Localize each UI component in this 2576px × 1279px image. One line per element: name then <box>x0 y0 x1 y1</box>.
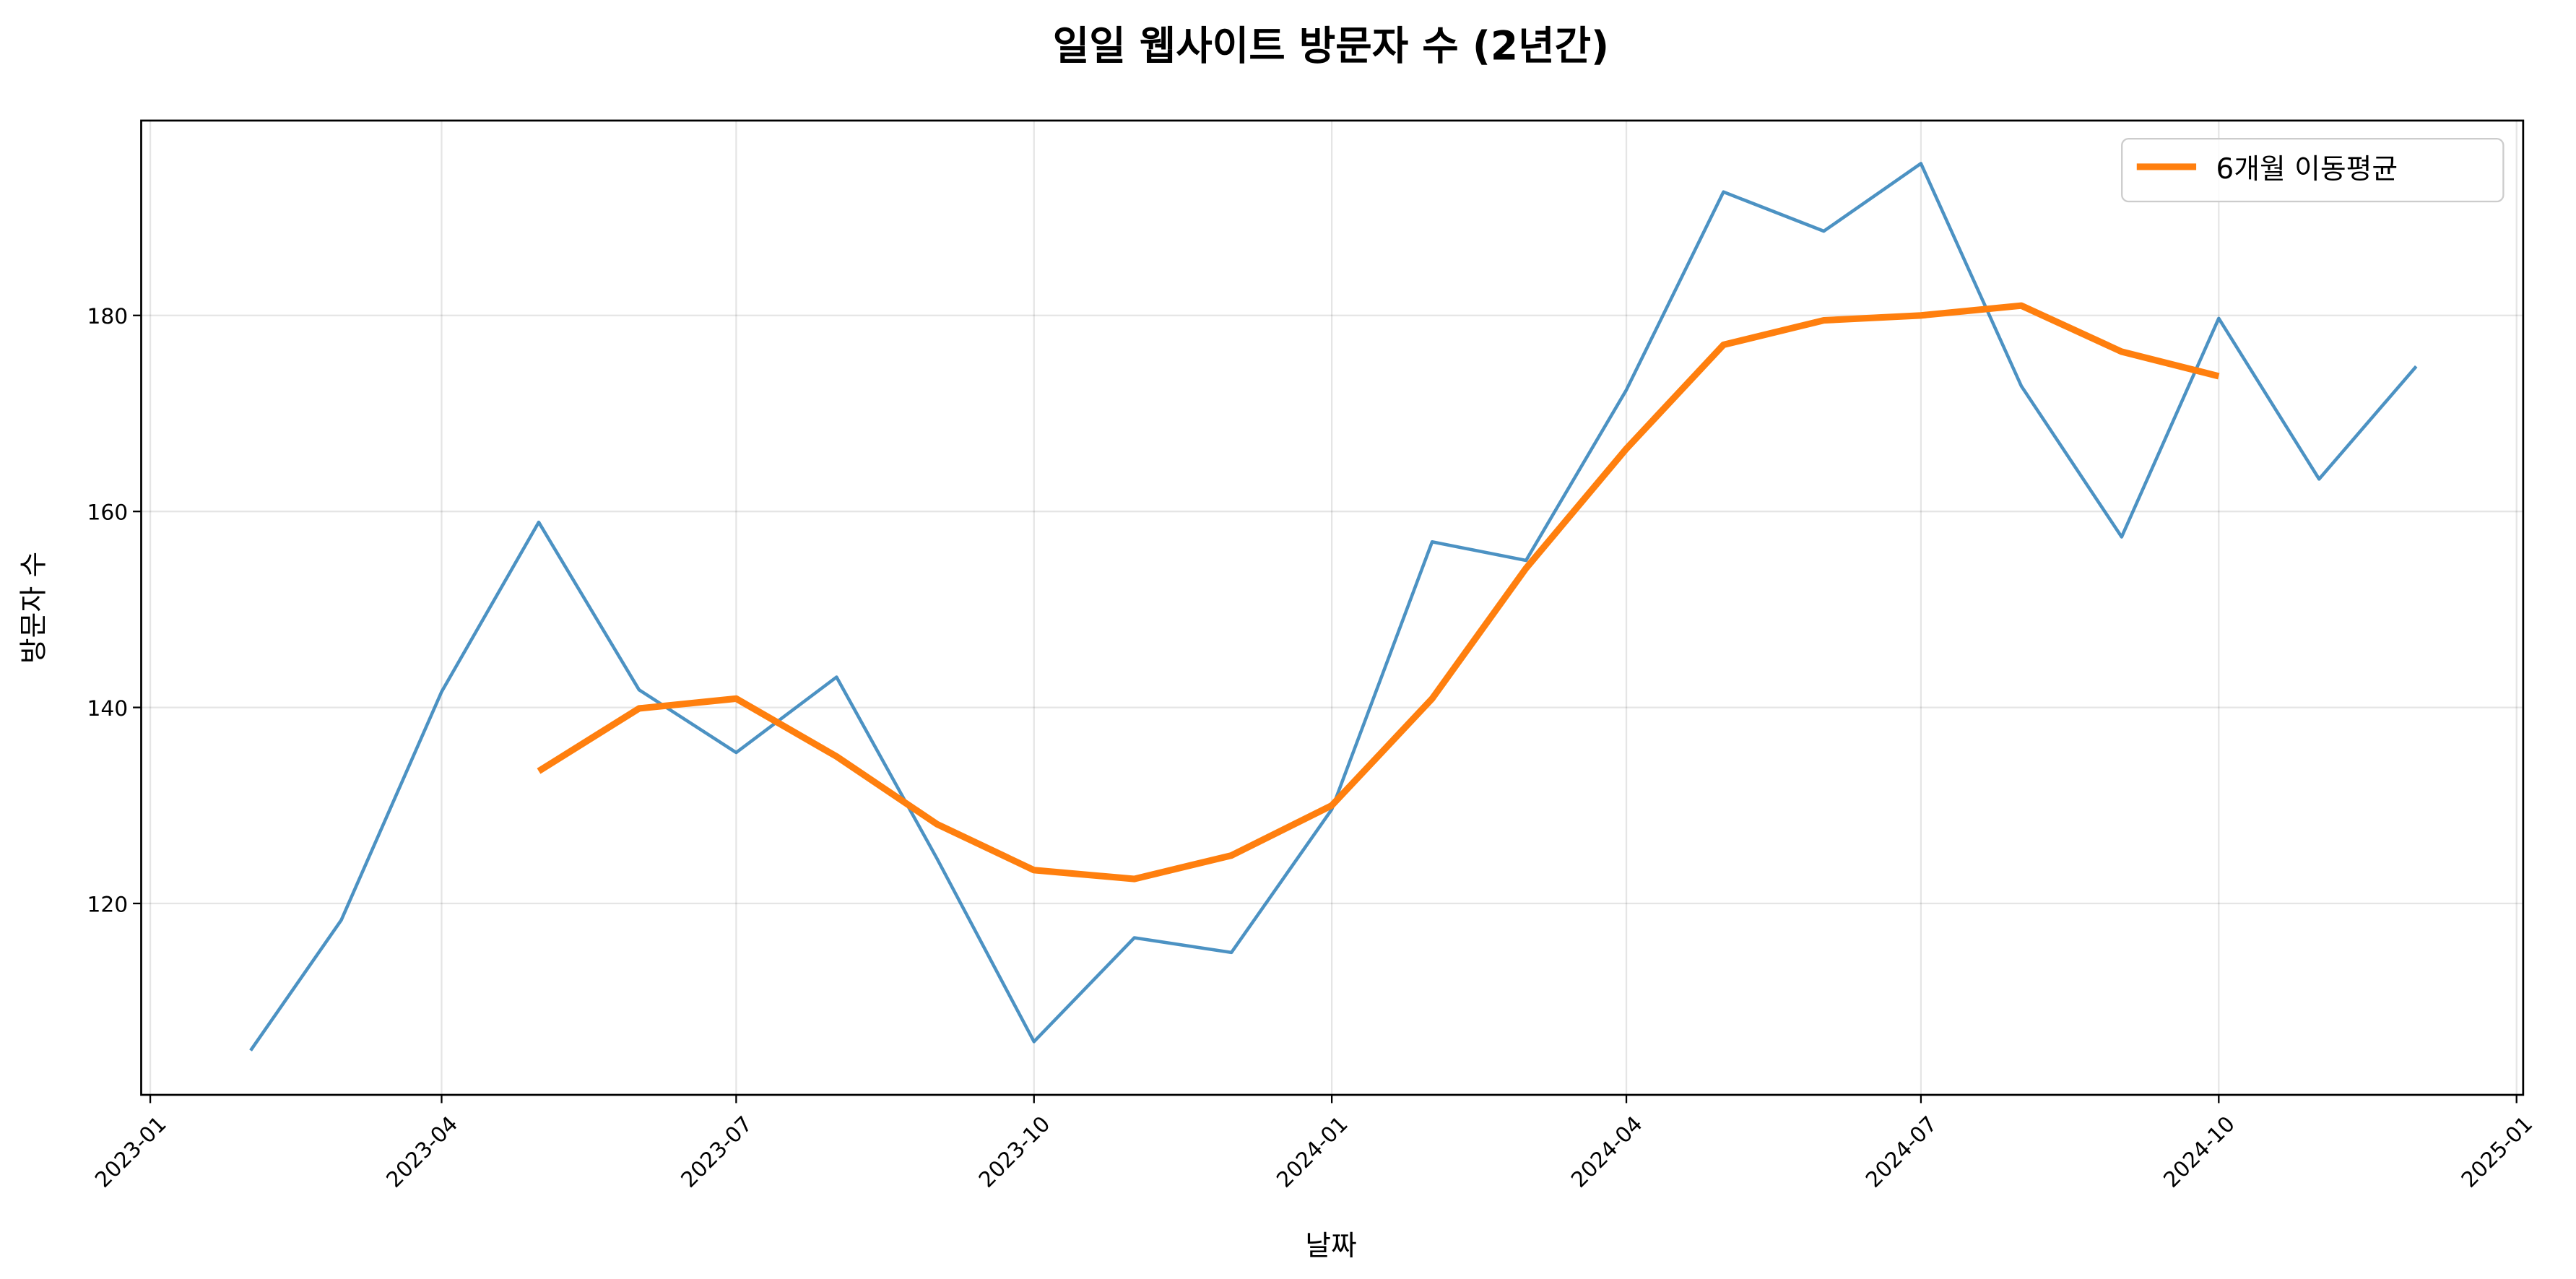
x-axis-label: 날짜 <box>1305 1230 1357 1262</box>
legend-box <box>2121 137 2505 203</box>
y-axis-label: 방문자 수 <box>17 552 50 664</box>
x-tick-label: 2023-07 <box>676 1111 758 1193</box>
series-group <box>249 162 2418 1052</box>
x-tick-label: 2023-01 <box>90 1111 172 1193</box>
x-tick-label: 2023-10 <box>974 1111 1056 1193</box>
x-tick-label: 2023-04 <box>381 1111 463 1193</box>
series-line-moving-average <box>537 302 2220 883</box>
y-tick-label: 180 <box>87 304 128 329</box>
series-line-visitors <box>249 162 2418 1052</box>
legend: 6개월 이동평균 <box>2121 137 2505 203</box>
legend-label-moving-average: 6개월 이동평균 <box>2216 153 2398 186</box>
x-tick-label: 2024-07 <box>1861 1111 1943 1193</box>
chart-title: 일일 웹사이트 방문자 수 (2년간) <box>1053 22 1609 69</box>
x-tick-label: 2024-01 <box>1272 1111 1353 1193</box>
x-tick-label: 2024-10 <box>2159 1111 2240 1193</box>
y-tick-label: 140 <box>87 696 128 721</box>
x-tick-label: 2025-01 <box>2457 1111 2538 1193</box>
x-tick-label: 2024-04 <box>1566 1111 1648 1193</box>
y-tick-label: 160 <box>87 500 128 526</box>
grid <box>141 120 2523 1096</box>
y-tick-label: 120 <box>87 892 128 917</box>
ticks: 2023-01 2023-04 2023-07 2023-10 2024-01 2024-… <box>87 304 2538 1192</box>
